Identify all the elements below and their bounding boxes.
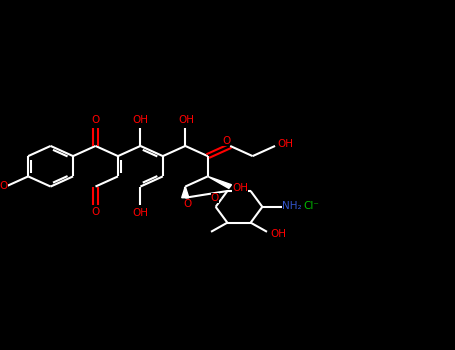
Text: O: O [92,116,100,125]
Text: OH: OH [233,183,248,193]
Text: NH₂: NH₂ [283,201,302,211]
Text: OH: OH [277,139,293,149]
Text: OH: OH [270,229,286,239]
Polygon shape [208,176,232,188]
Text: OH: OH [133,116,149,125]
Text: OH: OH [178,116,194,125]
Text: O: O [91,207,100,217]
Text: O: O [183,199,192,209]
Text: O: O [0,181,7,191]
Text: OH: OH [132,208,148,217]
Text: O: O [211,193,219,203]
Text: O: O [222,136,230,146]
Text: Cl⁻: Cl⁻ [303,201,319,211]
Polygon shape [182,187,189,198]
